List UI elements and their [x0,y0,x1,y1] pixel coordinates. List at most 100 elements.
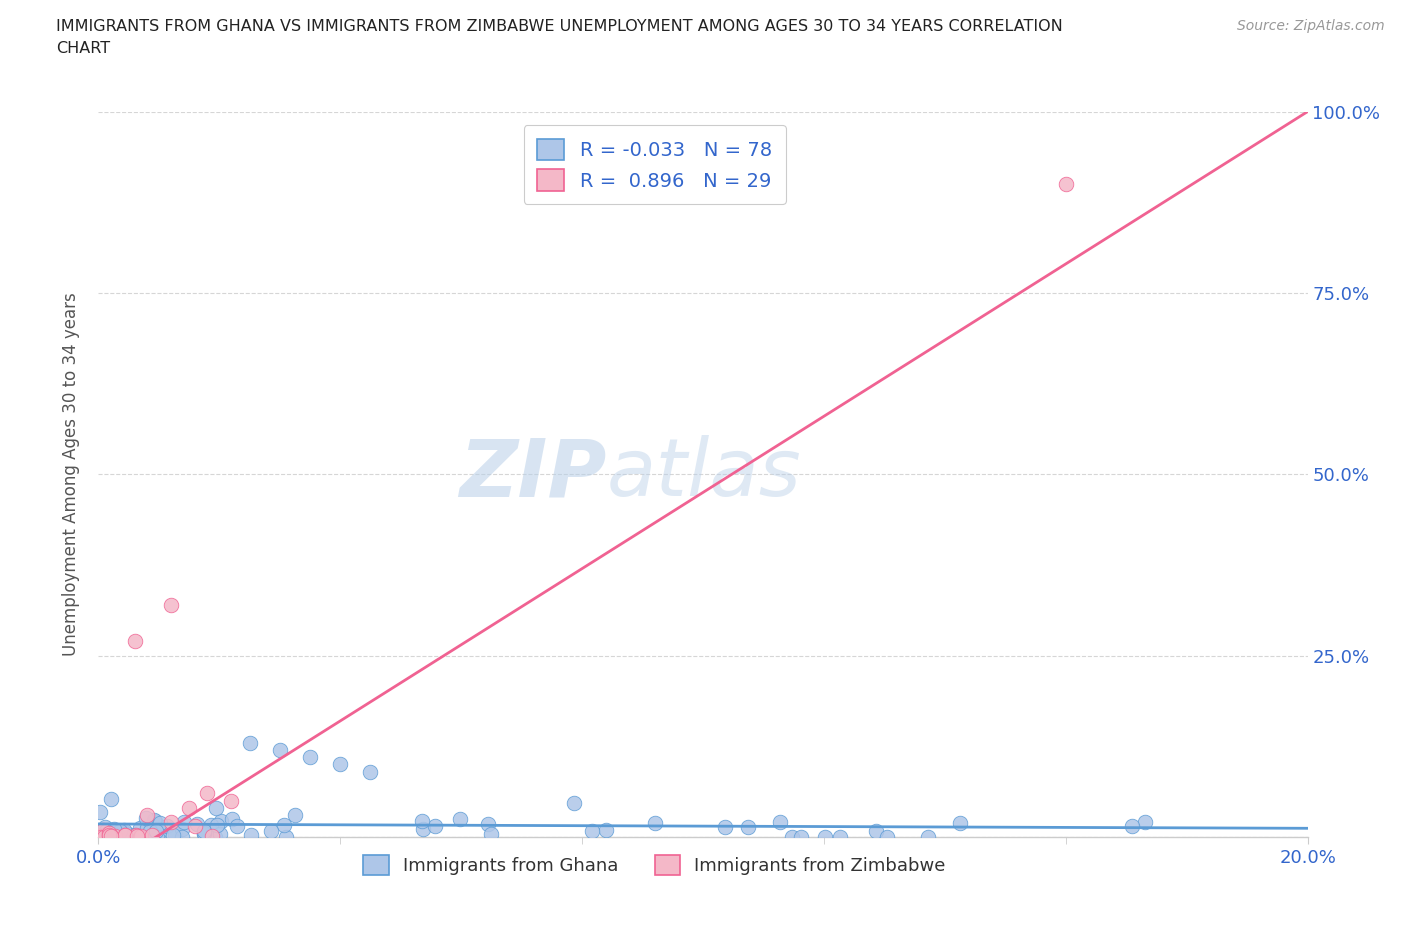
Point [114,828,136,843]
Point [225,818,247,833]
Point [94,819,117,834]
Point [299,750,322,764]
Point [111,825,134,840]
Point [221,812,243,827]
Point [110,824,132,839]
Point [97,828,120,843]
Point [1054,177,1077,192]
Point [141,828,163,843]
Point [145,823,167,838]
Point [737,819,759,834]
Point [163,827,186,842]
Point [112,822,135,837]
Point [200,817,222,832]
Point [146,830,169,844]
Point [876,830,898,844]
Point [111,824,134,839]
Point [581,824,603,839]
Y-axis label: Unemployment Among Ages 30 to 34 years: Unemployment Among Ages 30 to 34 years [62,292,80,657]
Point [156,819,179,834]
Point [96,829,118,844]
Point [114,828,136,843]
Point [1135,815,1157,830]
Point [143,812,166,827]
Point [204,830,226,844]
Point [239,736,262,751]
Point [329,757,352,772]
Point [149,816,172,830]
Point [195,786,218,801]
Point [209,814,232,829]
Point [713,819,735,834]
Point [136,820,159,835]
Point [412,821,434,836]
Point [172,830,194,844]
Point [865,823,887,838]
Point [91,823,114,838]
Point [644,816,666,830]
Point [127,828,149,843]
Point [100,791,122,806]
Point [769,815,792,830]
Point [90,830,112,844]
Point [917,830,939,844]
Point [221,793,243,808]
Point [360,764,382,779]
Point [89,830,111,844]
Point [1121,818,1143,833]
Point [284,807,307,822]
Point [162,828,184,843]
Point [104,829,127,844]
Point [91,827,114,842]
Point [479,827,502,842]
Point [148,825,170,840]
Text: Source: ZipAtlas.com: Source: ZipAtlas.com [1237,19,1385,33]
Legend: Immigrants from Ghana, Immigrants from Zimbabwe: Immigrants from Ghana, Immigrants from Z… [356,848,953,883]
Point [143,814,166,829]
Point [128,830,150,844]
Point [117,827,139,842]
Point [124,633,146,648]
Point [160,815,183,830]
Point [124,828,146,843]
Point [129,829,152,844]
Point [411,814,433,829]
Text: atlas: atlas [606,435,801,513]
Point [193,825,215,840]
Point [780,830,803,844]
Point [89,829,111,844]
Point [260,824,283,839]
Point [135,808,157,823]
Point [96,823,118,838]
Point [205,801,228,816]
Point [562,795,585,810]
Point [100,829,122,844]
Point [201,829,224,844]
Point [193,827,215,842]
Point [449,811,471,826]
Text: IMMIGRANTS FROM GHANA VS IMMIGRANTS FROM ZIMBABWE UNEMPLOYMENT AMONG AGES 30 TO : IMMIGRANTS FROM GHANA VS IMMIGRANTS FROM… [56,19,1063,56]
Point [274,830,297,844]
Point [193,824,215,839]
Point [477,817,499,831]
Point [269,742,291,757]
Point [179,801,201,816]
Point [186,817,208,831]
Point [595,823,617,838]
Point [97,826,120,841]
Point [172,821,194,836]
Point [125,828,148,843]
Point [207,817,229,832]
Point [100,829,122,844]
Point [111,827,134,842]
Point [89,804,111,819]
Point [425,818,447,833]
Point [208,826,231,841]
Point [160,597,183,612]
Point [184,818,207,833]
Point [830,830,852,844]
Point [98,829,121,844]
Point [949,816,972,830]
Point [273,817,295,832]
Point [100,822,122,837]
